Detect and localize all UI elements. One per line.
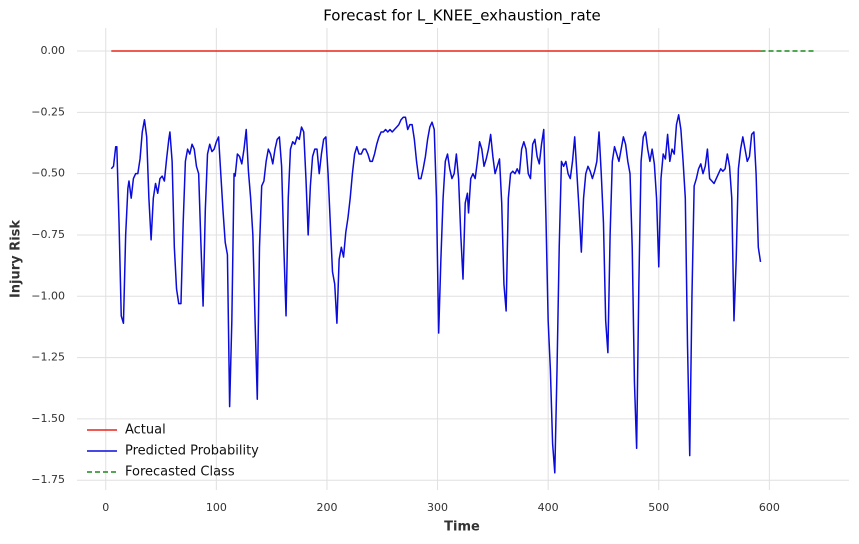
legend-label: Actual — [125, 423, 166, 438]
y-tick-label: −0.50 — [31, 167, 65, 180]
chart-title: Forecast for L_KNEE_exhaustion_rate — [323, 7, 601, 26]
x-tick-label: 0 — [102, 501, 109, 514]
x-axis-label: Time — [444, 520, 480, 535]
x-tick-label: 600 — [759, 501, 780, 514]
y-tick-label: −1.25 — [31, 351, 65, 364]
series-line — [110, 114, 762, 474]
y-tick-label: −1.50 — [31, 412, 65, 425]
x-tick-label: 500 — [648, 501, 669, 514]
x-tick-label: 100 — [206, 501, 227, 514]
legend-label: Predicted Probability — [125, 444, 259, 459]
y-tick-label: −1.75 — [31, 473, 65, 486]
plot-lines — [110, 50, 814, 474]
x-tick-label: 400 — [538, 501, 559, 514]
y-axis-label: Injury Risk — [9, 220, 24, 298]
y-tick-label: 0.00 — [41, 44, 66, 57]
y-tick-label: −0.75 — [31, 228, 65, 241]
legend-label: Forecasted Class — [125, 465, 235, 480]
y-tick-label: −1.00 — [31, 289, 65, 302]
x-tick-label: 200 — [316, 501, 337, 514]
y-tick-label: −0.25 — [31, 105, 65, 118]
x-tick-label: 300 — [427, 501, 448, 514]
legend: Actual Predicted Probability Forecasted Cl… — [87, 423, 259, 480]
